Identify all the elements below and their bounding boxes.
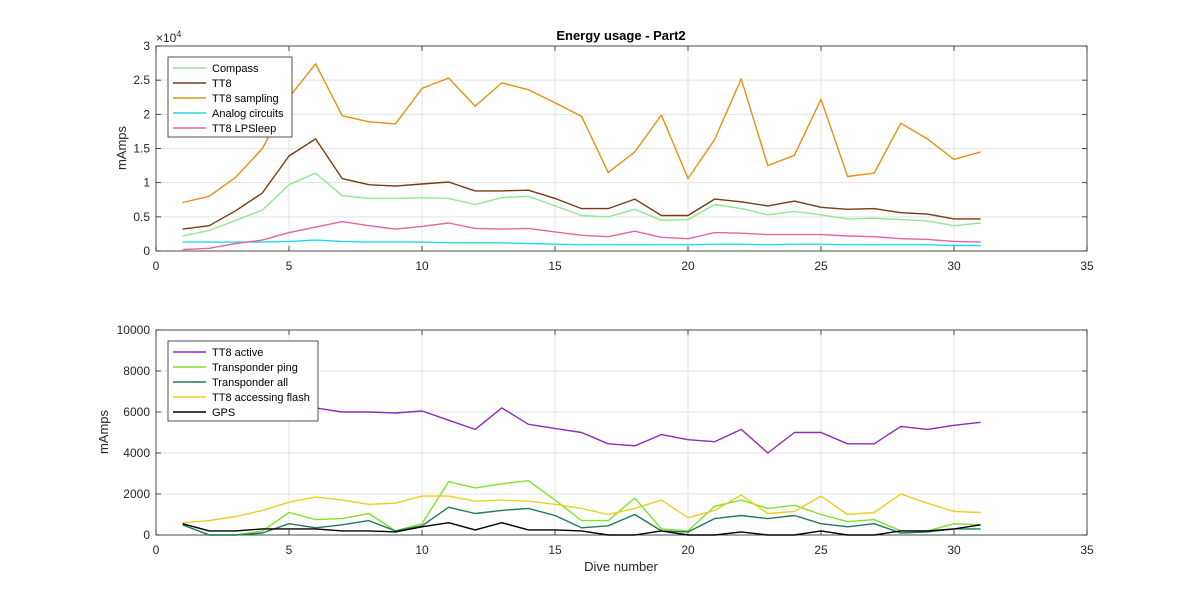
- legend-label-tt8-active: TT8 active: [212, 347, 263, 359]
- top-y-tick-label: 1.5: [133, 142, 150, 156]
- bottom-x-tick-label: 15: [548, 543, 562, 557]
- bottom-x-tick-label: 35: [1080, 543, 1094, 557]
- top-legend-box: [167, 56, 293, 138]
- bottom-x-axis-label: Dive number: [584, 559, 658, 574]
- top-x-tick-label: 10: [415, 259, 429, 273]
- bottom-y-tick-label: 2000: [123, 487, 150, 501]
- legend-label-compass: Compass: [212, 63, 259, 75]
- top-x-tick-label: 5: [286, 259, 293, 273]
- bottom-x-tick-label: 0: [153, 543, 160, 557]
- legend-label-transponder-all: Transponder all: [212, 377, 288, 389]
- legend-label-transponder-ping: Transponder ping: [212, 362, 298, 374]
- top-y-axis-label: mAmps: [114, 125, 129, 170]
- top-y-tick-label: 2: [143, 107, 150, 121]
- bottom-x-tick-label: 25: [814, 543, 828, 557]
- top-y-exponent-label: ×104: [156, 29, 181, 45]
- legend-label-tt8-lpsleep: TT8 LPSleep: [212, 123, 276, 135]
- top-ticks: 0 5 10 15 20 25 30 35 0 0.5 1 1.5 2 2.5 3: [133, 39, 1094, 273]
- top-axes: 0 5 10 15 20 25 30 35 0 0.5 1 1.5 2 2.5 3 Energy usage…: [114, 28, 1094, 273]
- bottom-x-tick-label: 10: [415, 543, 429, 557]
- top-x-tick-label: 20: [681, 259, 695, 273]
- top-x-tick-label: 25: [814, 259, 828, 273]
- top-chart-title: Energy usage - Part2: [556, 28, 685, 43]
- bottom-x-tick-label: 30: [947, 543, 961, 557]
- top-y-tick-label: 0: [143, 244, 150, 258]
- top-y-tick-label: 3: [143, 39, 150, 53]
- top-legend: Compass TT8 TT8 sampling Analog circuits TT8…: [167, 56, 293, 138]
- bottom-axes: 0 5 10 15 20 25 30 35 0 2000 4000 6000 8000 10000 Div…: [96, 323, 1094, 574]
- top-x-tick-label: 35: [1080, 259, 1094, 273]
- legend-label-tt8: TT8: [212, 78, 232, 90]
- top-series: [182, 63, 981, 251]
- bottom-x-tick-label: 5: [286, 543, 293, 557]
- bottom-legend: TT8 active Transponder ping Transponder al…: [167, 340, 319, 422]
- top-y-tick-label: 0.5: [133, 210, 150, 224]
- bottom-y-tick-label: 8000: [123, 364, 150, 378]
- legend-label-tt8-sampling: TT8 sampling: [212, 93, 279, 105]
- bottom-legend-box: [167, 340, 319, 422]
- bottom-y-tick-label: 4000: [123, 446, 150, 460]
- legend-label-tt8-accessing-flash: TT8 accessing flash: [212, 392, 310, 404]
- top-x-tick-label: 0: [153, 259, 160, 273]
- legend-label-analog-circuits: Analog circuits: [212, 108, 284, 120]
- bottom-ticks: 0 5 10 15 20 25 30 35 0 2000 4000 6000 8000 10000: [117, 323, 1094, 557]
- legend-label-gps: GPS: [212, 407, 235, 419]
- top-x-tick-label: 30: [947, 259, 961, 273]
- bottom-y-tick-label: 10000: [117, 323, 151, 337]
- top-y-tick-label: 2.5: [133, 73, 150, 87]
- top-x-tick-label: 15: [548, 259, 562, 273]
- bottom-y-tick-label: 6000: [123, 405, 150, 419]
- bottom-x-tick-label: 20: [681, 543, 695, 557]
- bottom-y-axis-label: mAmps: [96, 409, 111, 454]
- top-y-tick-label: 1: [143, 176, 150, 190]
- bottom-y-tick-label: 0: [143, 528, 150, 542]
